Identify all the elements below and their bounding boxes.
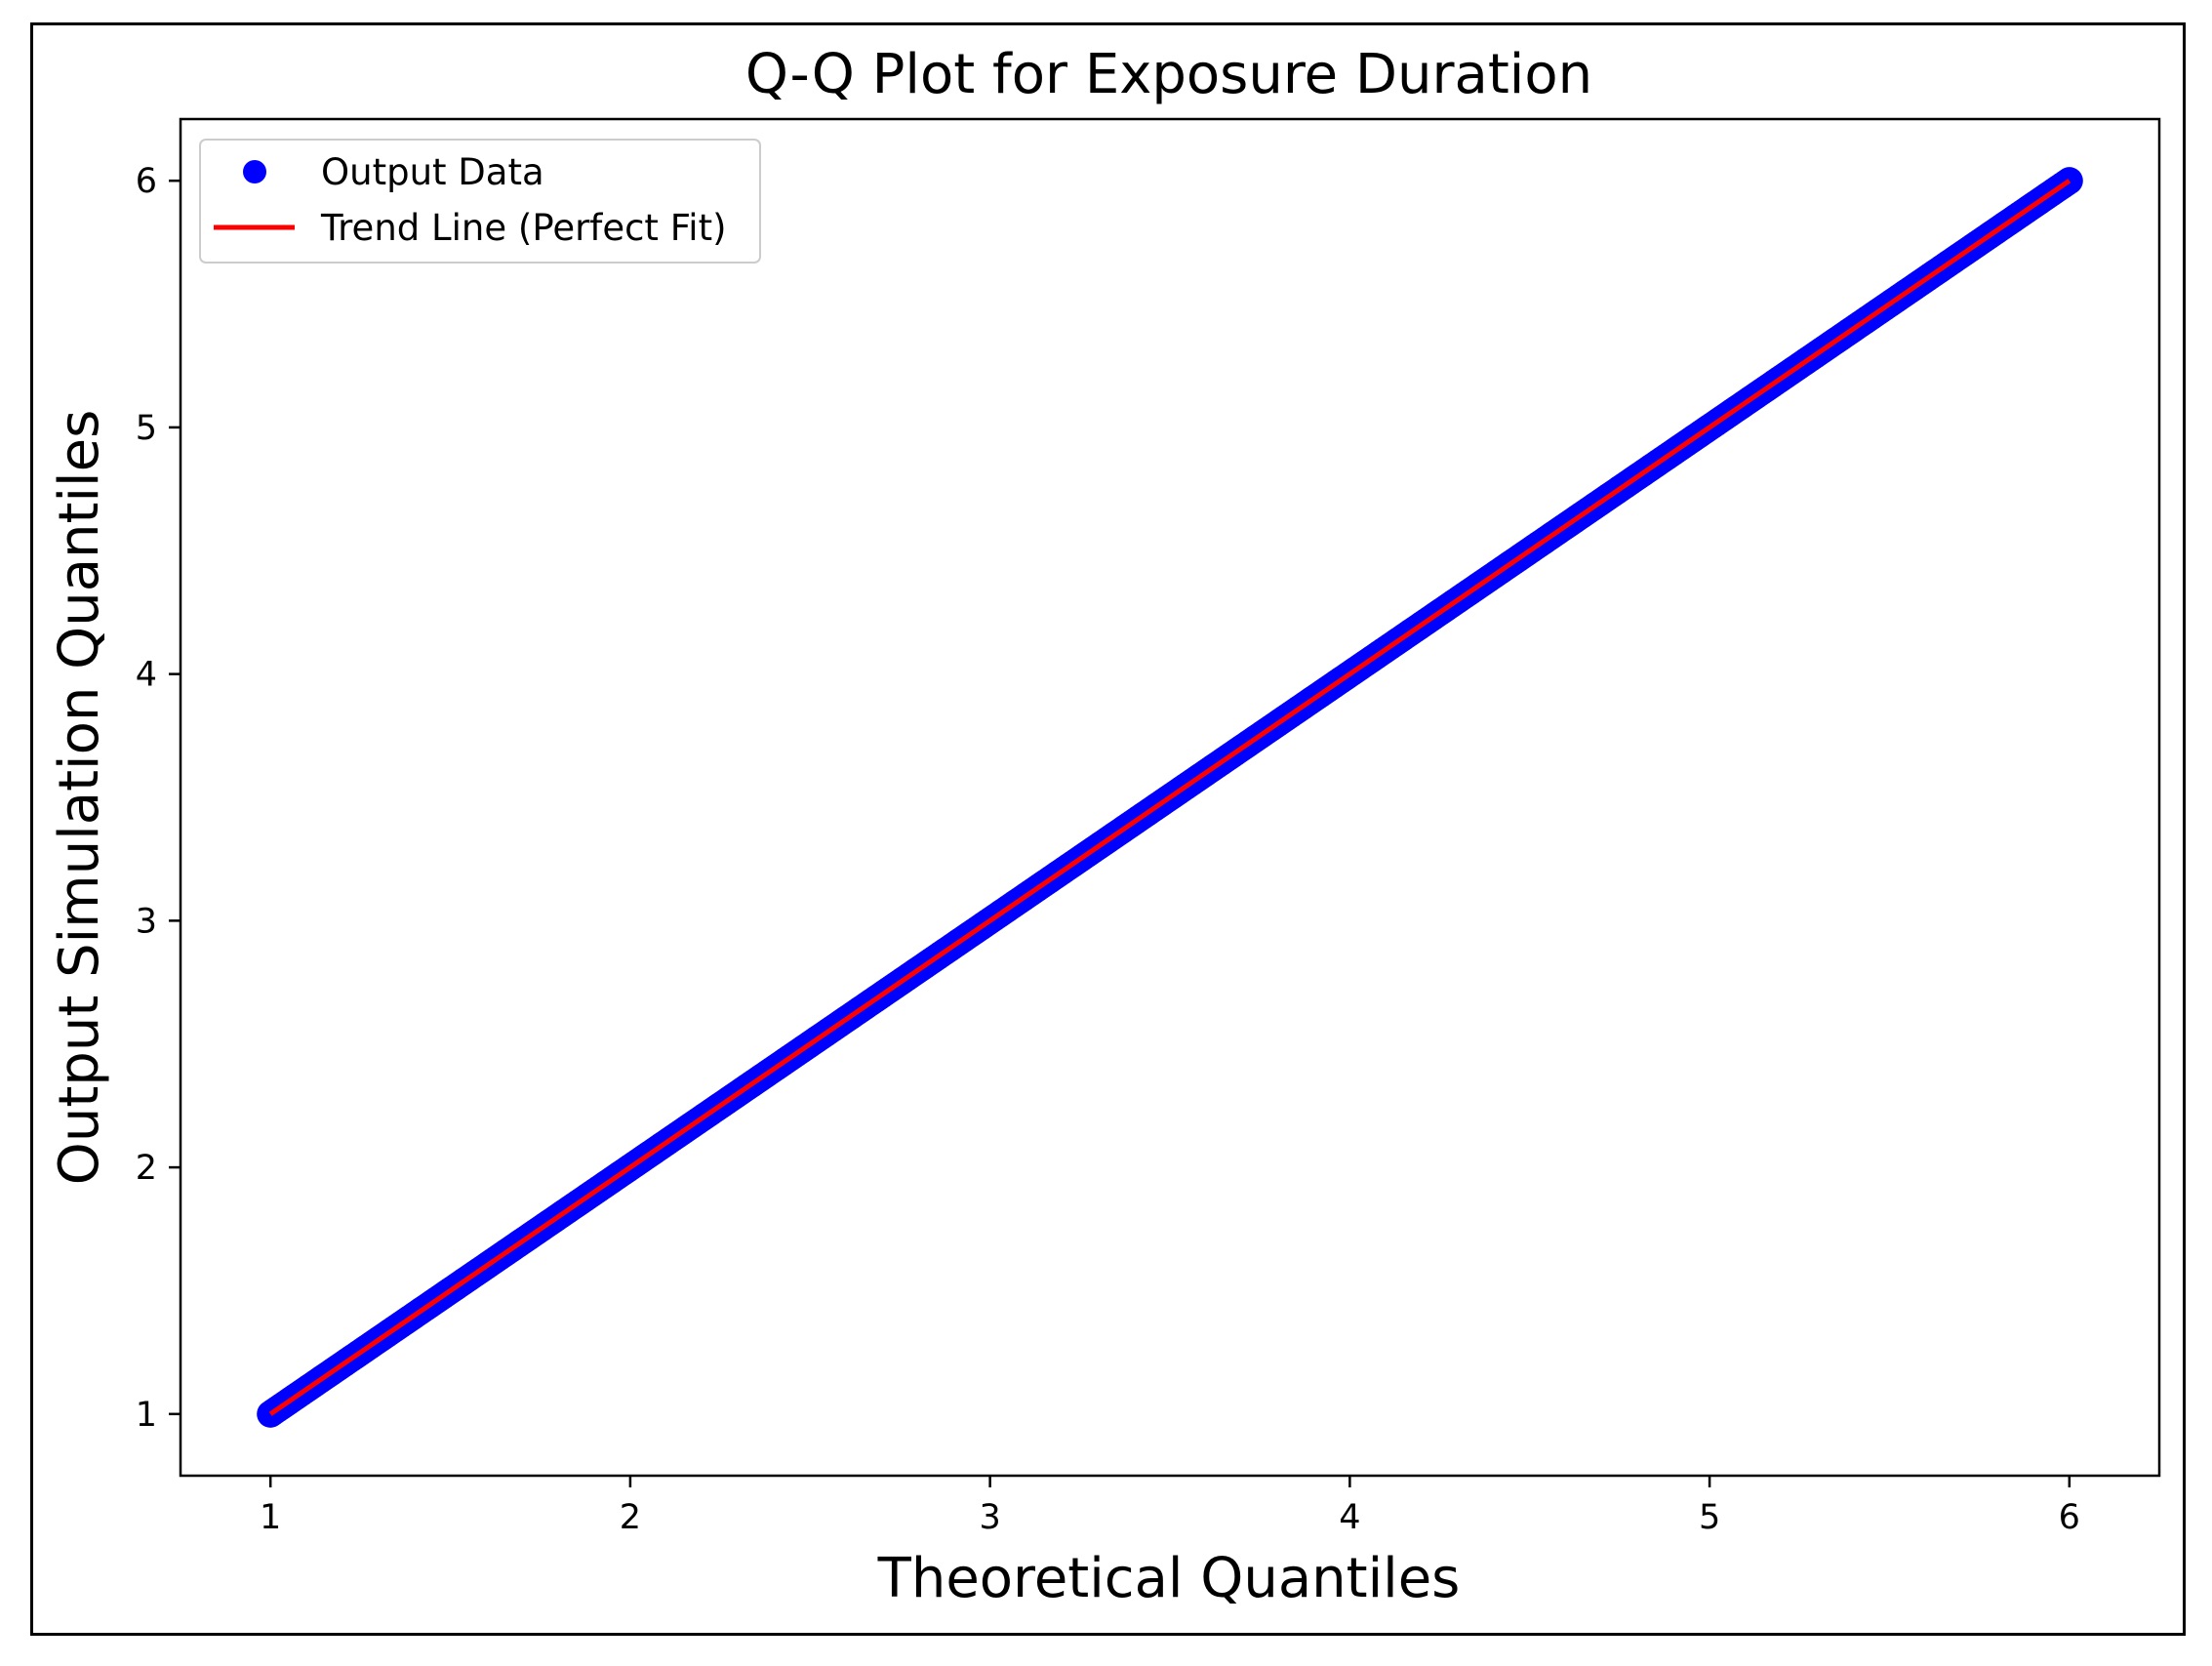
- chart-title: Q-Q Plot for Exposure Duration: [745, 43, 1592, 106]
- x-tick-label: 6: [2059, 1498, 2080, 1537]
- y-tick-label: 3: [136, 902, 157, 941]
- x-axis-ticks: 1 2 3 4 5 6: [260, 1476, 2080, 1537]
- y-axis-label: Output Simulation Quantiles: [48, 410, 111, 1186]
- legend-label-trend-line: Trend Line (Perfect Fit): [320, 207, 727, 249]
- x-tick-label: 4: [1339, 1498, 1360, 1537]
- y-tick-label: 4: [136, 656, 157, 695]
- plot-frame: [179, 117, 2161, 1478]
- y-tick-label: 2: [136, 1149, 157, 1188]
- x-axis-label: Theoretical Quantiles: [877, 1547, 1461, 1610]
- x-tick-label: 1: [260, 1498, 281, 1537]
- y-tick-label: 6: [136, 162, 157, 201]
- y-tick-label: 1: [136, 1396, 157, 1435]
- x-tick-label: 5: [1699, 1498, 1720, 1537]
- trend-line-layer: [268, 179, 2071, 1416]
- legend: Output Data Trend Line (Perfect Fit): [199, 139, 761, 264]
- legend-box: [199, 139, 761, 264]
- trend-line: [268, 179, 2071, 1416]
- legend-label-output-data: Output Data: [321, 151, 544, 193]
- x-tick-label: 3: [979, 1498, 1000, 1537]
- y-axis-ticks: 1 2 3 4 5 6: [136, 162, 181, 1435]
- legend-marker-output-data: [243, 160, 266, 183]
- x-tick-label: 2: [620, 1498, 641, 1537]
- y-tick-label: 5: [136, 409, 157, 448]
- plot-area: [257, 167, 2083, 1428]
